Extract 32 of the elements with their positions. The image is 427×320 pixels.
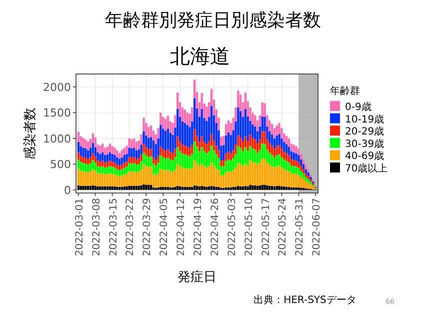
legend-label: 70歳以上 [345,162,388,174]
x-tick-label: 2022-05-31 [294,198,306,256]
legend-label: 30-39歳 [345,138,384,150]
y-tick-label: 0 [64,184,71,197]
x-tick-label: 2022-03-22 [125,198,136,256]
x-tick-label: 2022-05-03 [226,198,238,256]
x-tick-label: 2022-04-26 [210,198,221,256]
chart-title: 年齢群別発症日別感染者数 [105,10,321,31]
x-tick-label: 2022-04-12 [176,198,188,256]
source-note: 出典：HER-SYSデータ [254,294,356,306]
x-tick-label: 2022-03-01 [74,198,86,256]
legend-label: 40-69歳 [345,150,384,162]
x-tick-label: 2022-04-05 [159,198,170,256]
x-tick-label: 2022-05-10 [244,198,255,256]
x-tick-label: 2022-03-15 [108,198,120,256]
legend-label: 0-9歳 [345,101,372,113]
y-axis-title: 感染者数 [23,108,38,160]
x-tick-label: 2022-05-17 [260,198,272,256]
y-tick-label: 1000 [43,132,71,146]
chart-subtitle: 北海道 [170,44,230,68]
y-tick-label: 500 [50,158,71,172]
y-tick-label: 1500 [43,106,71,120]
x-axis-title: 発症日 [178,270,216,285]
legend-label: 20-29歳 [345,126,384,138]
x-tick-label: 2022-06-07 [312,198,323,256]
y-tick-label: 2000 [43,80,71,94]
x-tick-label: 2022-04-19 [193,198,204,256]
x-tick-label: 2022-05-24 [278,198,289,256]
x-tick-label: 2022-03-08 [91,198,102,256]
legend-title: 年齢群 [330,85,360,97]
x-tick-label: 2022-03-29 [142,198,154,256]
legend-label: 10-19歳 [345,113,384,126]
